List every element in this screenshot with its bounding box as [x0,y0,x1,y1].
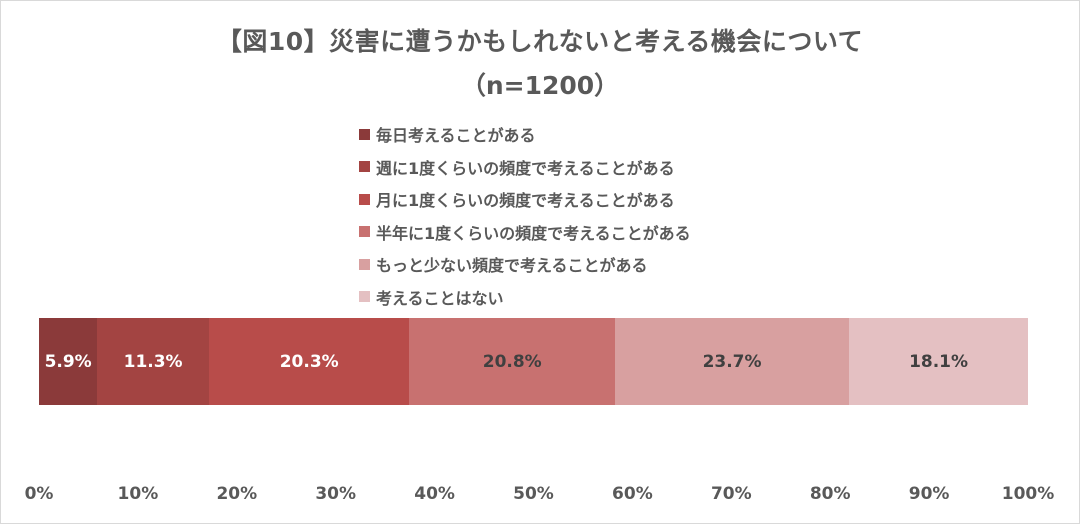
bar-segment: 20.8% [409,318,615,405]
stacked-bar: 5.9% 11.3% 20.3% 20.8% 23.7% 18.1% [39,318,1028,405]
legend-label: 考えることはない [376,288,504,308]
bar-segment: 11.3% [97,318,209,405]
legend-swatch-icon [359,258,370,270]
data-label: 20.8% [482,351,542,372]
x-axis-tick-label: 0% [24,484,54,504]
bar-segment: 18.1% [849,318,1028,405]
bar-segment: 5.9% [39,318,98,405]
legend-label: 週に1度くらいの頻度で考えることがある [376,158,675,178]
x-axis-tick-label: 70% [710,484,752,504]
legend-swatch-icon [359,291,370,303]
legend-swatch-icon [359,193,370,205]
x-axis-tick-label: 80% [809,484,851,504]
legend-item: 月に1度くらいの頻度で考えることがある [359,183,691,216]
data-label: 23.7% [702,351,762,372]
legend-item: もっと少ない頻度で考えることがある [359,248,691,281]
legend-swatch-icon [359,226,370,238]
x-axis: 0% 10% 20% 30% 40% 50% 60% 70% 80% 90% 100% [0,484,1080,508]
bar-segment: 20.3% [208,318,410,405]
x-axis-tick-label: 50% [513,484,554,504]
legend-item: 考えることはない [359,281,691,314]
x-axis-tick-label: 40% [414,484,455,504]
x-axis-tick-label: 60% [612,484,653,504]
x-axis-tick-label: 30% [315,484,357,504]
data-label: 5.9% [44,351,92,372]
legend-item: 半年に1度くらいの頻度で考えることがある [359,216,691,249]
data-label: 11.3% [123,351,183,372]
legend-swatch-icon [359,128,370,140]
legend-item: 毎日考えることがある [359,118,691,151]
chart-subtitle-sample-size: （n=1200） [460,71,620,100]
legend-swatch-icon [359,161,370,173]
legend-label: 毎日考えることがある [376,126,536,146]
x-axis-tick-label: 90% [908,484,950,504]
chart-legend: 毎日考えることがある週に1度くらいの頻度で考えることがある 月に1度くらいの頻度で… [359,118,691,313]
data-label: 18.1% [909,351,969,372]
legend-label: 月に1度くらいの頻度で考えることがある [376,191,675,211]
legend-label: もっと少ない頻度で考えることがある [376,256,648,276]
x-axis-tick-label: 100% [1001,484,1055,504]
legend-item: 週に1度くらいの頻度で考えることがある [359,151,691,184]
x-axis-tick-label: 10% [117,484,159,504]
bar-segment: 23.7% [614,318,850,405]
chart-title: 【図10】災害に遭うかもしれないと考える機会について [216,27,864,56]
data-label: 20.3% [279,351,339,372]
legend-label: 半年に1度くらいの頻度で考えることがある [376,223,691,243]
x-axis-tick-label: 20% [216,484,258,504]
